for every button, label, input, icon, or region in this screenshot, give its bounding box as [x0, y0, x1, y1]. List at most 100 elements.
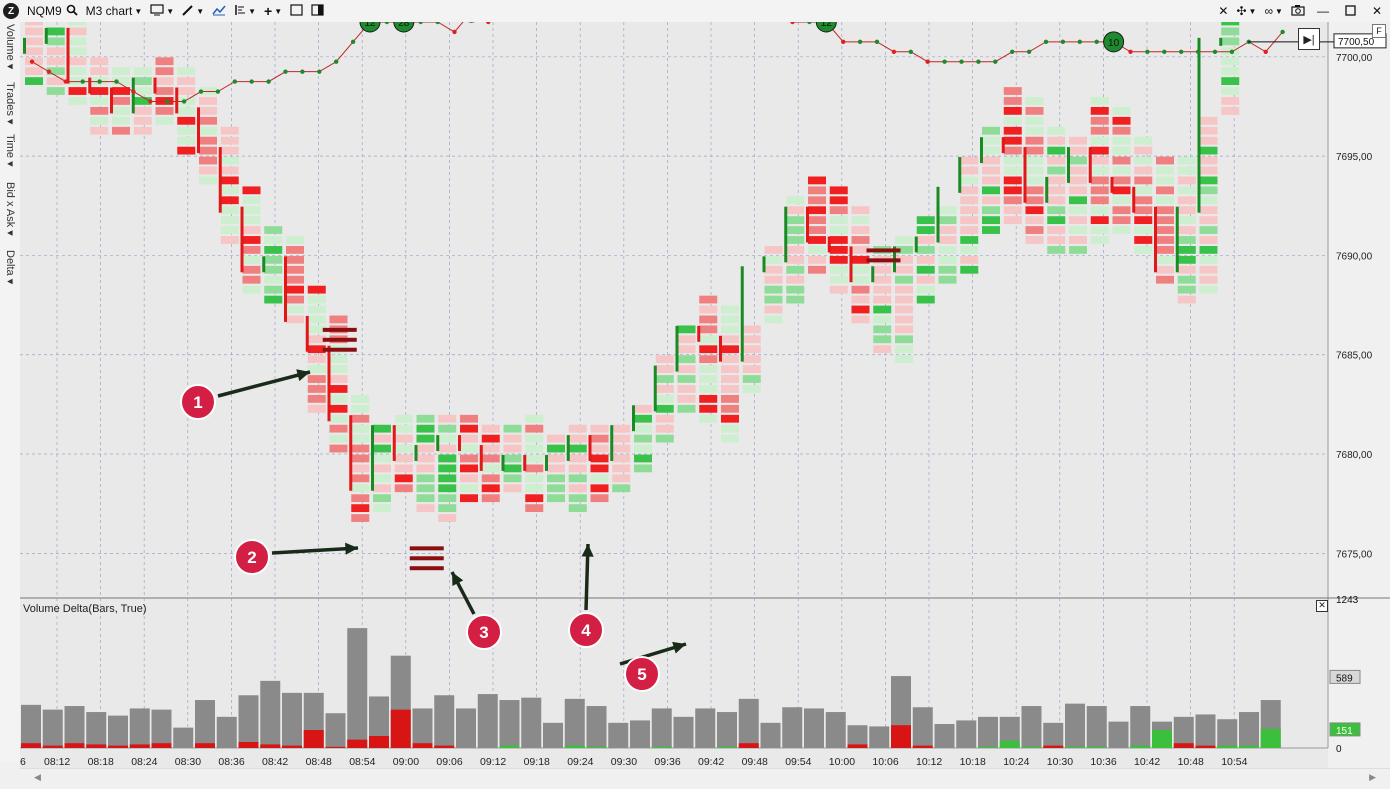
cluster-cell [895, 266, 913, 274]
volume-bar [21, 705, 41, 748]
volume-bar [782, 707, 802, 748]
cluster-cell [656, 385, 674, 393]
cluster-cell [1091, 236, 1109, 244]
cluster-cell [460, 445, 478, 453]
chart-type-dropdown[interactable]: M3 chart▼ [82, 0, 147, 22]
delta-bar [130, 744, 150, 748]
annotation-number: 4 [581, 621, 591, 640]
cluster-cell [873, 286, 891, 294]
cluster-cell [960, 236, 978, 244]
candle-body [219, 147, 222, 213]
cluster-cell [460, 435, 478, 443]
cluster-cell [177, 117, 195, 125]
cluster-cell [1026, 127, 1044, 135]
chart-area[interactable]: 7700,007695,007690,007685,007680,007675,… [20, 22, 1390, 768]
cluster-cell [25, 22, 43, 25]
cluster-cell [1134, 236, 1152, 244]
delta-bar [587, 747, 607, 748]
volume-bar [608, 723, 628, 748]
cluster-cell [525, 455, 543, 463]
symbol-label: NQM9 [27, 4, 62, 18]
trade-flow-dot [97, 79, 101, 83]
volume-bar [152, 710, 172, 748]
cluster-cell [873, 325, 891, 333]
cluster-cell [482, 474, 500, 482]
delta-menu[interactable]: Delta ▾ [4, 250, 17, 284]
trades-menu[interactable]: Trades ▾ [4, 82, 17, 124]
top-toolbar: Z NQM9 M3 chart▼ ▼ ▼ ▼ +▼ ✕ ✣▼ ∞▼ — ✕ [0, 0, 1390, 23]
cluster-cell [221, 176, 239, 184]
close-indicator-button[interactable]: ✕ [1316, 600, 1328, 612]
cluster-cell [286, 296, 304, 304]
time-tick-label: 08:18 [88, 756, 114, 768]
cluster-cell [852, 226, 870, 234]
cluster-cell [569, 474, 587, 482]
cluster-cell [177, 107, 195, 115]
cluster-cell [134, 117, 152, 125]
link-button[interactable]: ∞▼ [1260, 0, 1286, 22]
f-toggle-button[interactable]: F [1372, 24, 1386, 38]
search-icon[interactable] [66, 4, 78, 18]
horizontal-scrollbar[interactable]: ◀ ▶ [20, 768, 1390, 789]
settings-button[interactable]: ✕ [1214, 0, 1232, 22]
app-logo[interactable]: Z [3, 3, 19, 19]
scroll-left-icon[interactable]: ◀ [34, 772, 41, 783]
candle-body [1132, 187, 1135, 213]
indicators-icon [234, 4, 246, 18]
cluster-cell [112, 97, 130, 105]
cluster-cell [417, 415, 435, 423]
maximize-button[interactable] [1337, 0, 1364, 22]
indicators-button[interactable]: ▼ [230, 0, 260, 22]
volume-menu[interactable]: Volume ▾ [4, 24, 17, 69]
scroll-right-icon[interactable]: ▶ [1369, 772, 1376, 783]
cluster-cell [1113, 167, 1131, 175]
cluster-cell [525, 484, 543, 492]
cluster-cell [1026, 147, 1044, 155]
bid-ask-menu[interactable]: Bid x Ask ▾ [4, 182, 17, 236]
cluster-cell [1091, 117, 1109, 125]
cluster-cell [308, 405, 326, 413]
monitor-button[interactable]: ▼ [146, 0, 178, 22]
layout-button[interactable] [307, 0, 328, 22]
volume-bar [326, 713, 346, 748]
crosshair-button[interactable]: ✣▼ [1232, 0, 1260, 22]
candle-body [763, 256, 766, 272]
cluster-cell [699, 345, 717, 353]
time-menu[interactable]: Time ▾ [4, 134, 17, 167]
wrench-icon: ✕ [1218, 5, 1228, 17]
cluster-cell [917, 296, 935, 304]
window-button[interactable] [286, 0, 307, 22]
close-button[interactable]: ✕ [1364, 0, 1390, 22]
cluster-cell [765, 256, 783, 264]
line-chart-button[interactable] [208, 0, 230, 22]
volume-bar [130, 708, 150, 748]
cluster-cell [1200, 157, 1218, 165]
delta-bar [304, 730, 324, 748]
cluster-cell [1004, 107, 1022, 115]
minimize-button[interactable]: — [1309, 0, 1337, 22]
cluster-cell [1113, 216, 1131, 224]
cluster-cell [591, 474, 609, 482]
scroll-to-end-button[interactable]: ▶| [1298, 28, 1320, 50]
trade-flow-dot [216, 89, 220, 93]
cluster-cell [1004, 167, 1022, 175]
cluster-cell [438, 445, 456, 453]
screenshot-button[interactable] [1287, 0, 1309, 22]
cluster-cell [808, 226, 826, 234]
cluster-cell [69, 47, 87, 55]
symbol-selector[interactable]: NQM9 [23, 0, 82, 22]
window-controls: ✕ ✣▼ ∞▼ — ✕ [1214, 0, 1390, 22]
volume-bar [413, 708, 433, 748]
cluster-cell [1004, 157, 1022, 165]
cluster-cell [1113, 137, 1131, 145]
delta-bar [1239, 746, 1259, 748]
pencil-button[interactable]: ▼ [178, 0, 208, 22]
cluster-cell [721, 375, 739, 383]
volume-bar [434, 695, 454, 748]
cluster-cell [786, 276, 804, 284]
cluster-cell [873, 316, 891, 324]
cluster-cell [982, 186, 1000, 194]
add-button[interactable]: +▼ [260, 0, 286, 22]
candle-body [980, 137, 983, 163]
cluster-cell [743, 325, 761, 333]
